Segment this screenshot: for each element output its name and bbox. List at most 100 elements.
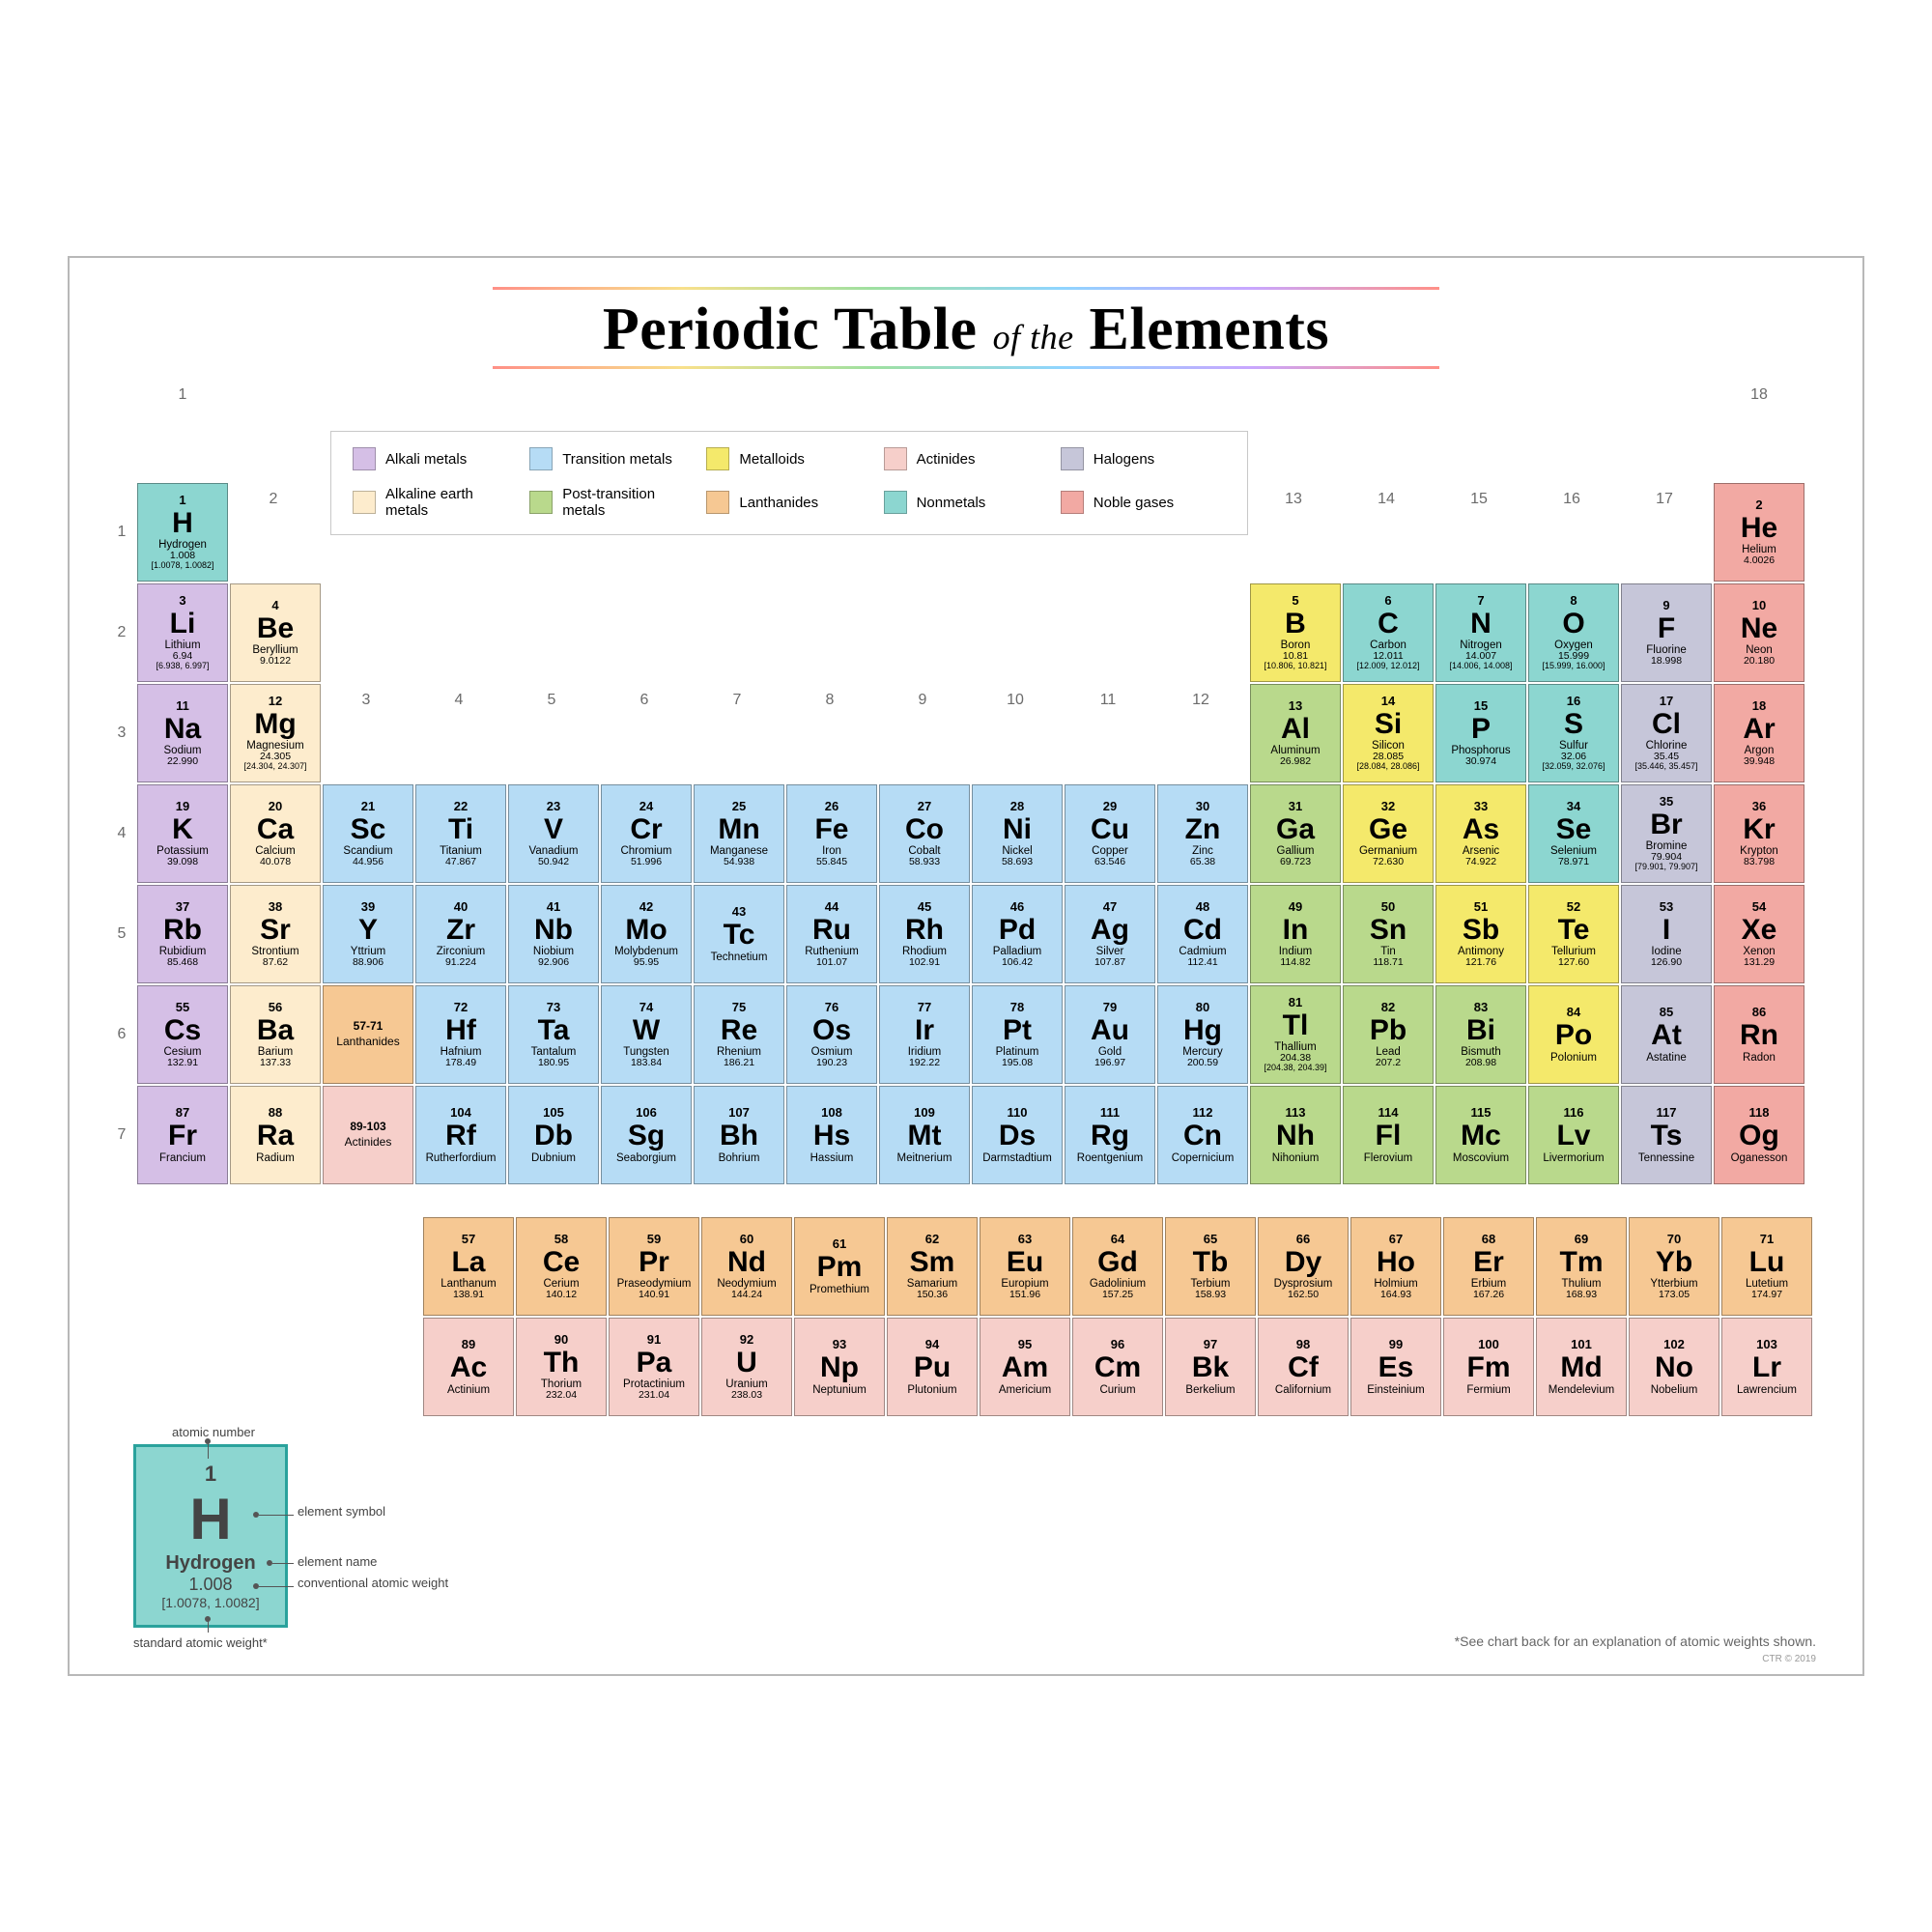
element-Mt: 109MtMeitnerium [879,1086,970,1184]
element-symbol: Rf [445,1121,476,1151]
legend-item-actin: Actinides [884,447,1049,470]
element-symbol: La [451,1247,485,1278]
legend: Alkali metalsTransition metalsMetalloids… [330,431,1248,535]
atomic-number: 15 [1474,699,1488,713]
element-symbol: Sg [628,1121,665,1151]
atomic-number: 59 [647,1233,661,1246]
element-symbol: Dy [1285,1247,1321,1278]
element-symbol: Ti [448,814,473,845]
atomic-number: 78 [1010,1001,1024,1014]
atomic-number: 29 [1103,800,1117,813]
group-header-1: 1 [137,383,228,408]
element-Mg: 12MgMagnesium24.305[24.304, 24.307] [230,684,321,782]
element-symbol: Gd [1097,1247,1138,1278]
atomic-number: 63 [1018,1233,1032,1246]
atomic-number: 22 [454,800,468,813]
atomic-weight: 40.078 [260,857,291,867]
element-symbol: Yb [1656,1247,1692,1278]
element-Bi: 83BiBismuth208.98 [1435,985,1526,1084]
page-title: Periodic Table of the Elements [108,294,1824,366]
element-P: 15PPhosphorus30.974 [1435,684,1526,782]
element-symbol: Ac [450,1352,487,1383]
atomic-number: 11 [176,699,189,713]
element-Ni: 28NiNickel58.693 [972,784,1063,883]
element-symbol: Po [1555,1020,1592,1051]
element-Si: 14SiSilicon28.085[28.084, 28.086] [1343,684,1434,782]
element-Dy: 66DyDysprosium162.50 [1258,1217,1349,1316]
atomic-number: 42 [639,900,653,914]
element-Tb: 65TbTerbium158.93 [1165,1217,1256,1316]
element-Ag: 47AgSilver107.87 [1065,885,1155,983]
element-symbol: Na [164,714,201,745]
element-He: 2HeHelium4.0026 [1714,483,1804,582]
element-Pd: 46PdPalladium106.42 [972,885,1063,983]
lanth-range-cell: 57-71Lanthanides [323,985,413,1084]
credit: CTR © 2019 [1762,1654,1816,1664]
atomic-weight: 183.84 [631,1058,662,1068]
atomic-number: 26 [825,800,838,813]
legend-item-halogen: Halogens [1061,447,1226,470]
element-symbol: Si [1375,709,1402,740]
element-symbol: Ba [257,1015,294,1046]
element-symbol: Ne [1741,613,1777,644]
element-Ar: 18ArArgon39.948 [1714,684,1804,782]
atomic-number: 51 [1474,900,1488,914]
period-header-2: 2 [108,583,135,682]
element-symbol: Pd [999,915,1036,946]
atomic-number: 87 [176,1106,189,1120]
key-label-wt: conventional atomic weight [298,1576,448,1590]
atomic-weight: 200.59 [1187,1058,1218,1068]
element-Sn: 50SnTin118.71 [1343,885,1434,983]
element-Lv: 116LvLivermorium [1528,1086,1619,1184]
element-symbol: Bh [720,1121,758,1151]
element-Ge: 32GeGermanium72.630 [1343,784,1434,883]
legend-swatch [1061,491,1084,514]
element-Nh: 113NhNihonium [1250,1086,1341,1184]
group-header-5: 5 [506,688,597,713]
atomic-number: 113 [1286,1106,1306,1120]
element-Co: 27CoCobalt58.933 [879,784,970,883]
element-symbol: Ce [543,1247,580,1278]
element-No: 102NoNobelium [1629,1318,1719,1416]
atomic-number: 7 [1477,594,1484,608]
atomic-weight: 58.693 [1002,857,1033,867]
element-name: Francium [159,1152,206,1164]
atomic-number: 4 [271,599,278,612]
atomic-weight: 78.971 [1558,857,1589,867]
element-Kr: 36KrKrypton83.798 [1714,784,1804,883]
element-symbol: Np [820,1352,859,1383]
atomic-weight: 91.224 [445,957,476,968]
atomic-weight: 39.098 [167,857,198,867]
atomic-number: 35 [1660,795,1673,809]
element-symbol: Er [1473,1247,1504,1278]
element-symbol: Br [1650,810,1682,840]
element-H: 1HHydrogen1.008[1.0078, 1.0082] [137,483,228,582]
atomic-weight: 157.25 [1102,1290,1133,1300]
atomic-number: 71 [1760,1233,1774,1246]
atomic-weight: 63.546 [1094,857,1125,867]
atomic-number: 49 [1289,900,1302,914]
atomic-number: 109 [914,1106,935,1120]
element-name: Oganesson [1731,1152,1788,1164]
element-Pr: 59PrPraseodymium140.91 [609,1217,699,1316]
element-symbol: Cu [1091,814,1129,845]
atomic-weight-range: [1.0078, 1.0082] [151,561,213,570]
element-At: 85AtAstatine [1621,985,1712,1084]
element-symbol: Mo [625,915,667,946]
title-pre: Periodic Table [603,297,978,362]
atomic-number: 2 [1755,498,1762,512]
atomic-number: 67 [1389,1233,1403,1246]
atomic-weight: 9.0122 [260,656,291,667]
element-symbol: Te [1558,915,1590,946]
legend-item-noble: Noble gases [1061,486,1226,519]
element-symbol: K [172,814,193,845]
atomic-weight-range: [32.059, 32.076] [1542,762,1605,771]
element-symbol: Lu [1749,1247,1785,1278]
period-header-5: 5 [108,885,135,983]
atomic-weight: 144.24 [731,1290,762,1300]
element-name: Darmstadtium [982,1152,1052,1164]
atomic-weight: 126.90 [1651,957,1682,968]
atomic-weight: 168.93 [1566,1290,1597,1300]
element-symbol: At [1651,1020,1682,1051]
element-symbol: Sb [1463,915,1499,946]
